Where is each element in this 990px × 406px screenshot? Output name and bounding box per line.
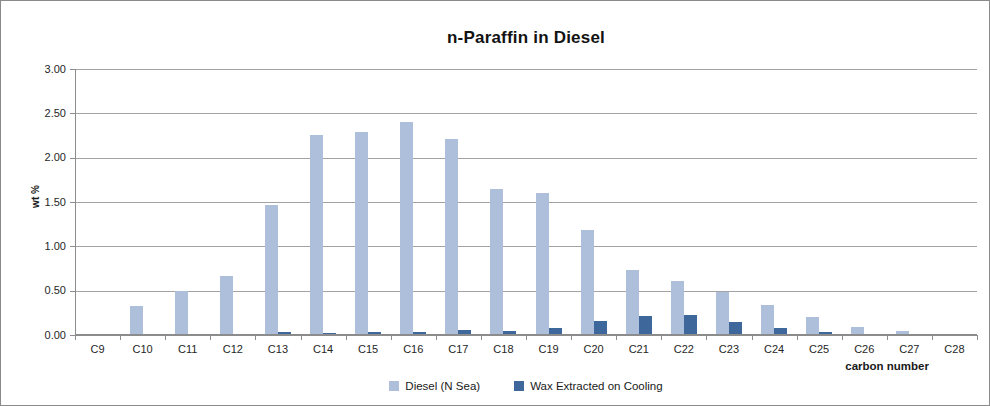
bar-diesel-C17: [445, 139, 458, 335]
bar-diesel-C14: [310, 135, 323, 335]
x-tick-label: C11: [166, 343, 210, 355]
chart-canvas: n-Paraffin in Diesel wt % 3.002.502.001.…: [0, 0, 990, 406]
legend: Diesel (N Sea) Wax Extracted on Cooling: [75, 380, 977, 392]
legend-label: Diesel (N Sea): [405, 380, 480, 392]
bar-diesel-C21: [626, 270, 639, 335]
x-tick-label: C27: [887, 343, 931, 355]
bar-diesel-C10: [130, 306, 143, 335]
bar-diesel-C22: [671, 281, 684, 335]
gridline: [75, 291, 977, 292]
plot-area: 3.002.502.001.501.000.500.00C9C10C11C12C…: [1, 1, 989, 405]
bar-diesel-C23: [716, 292, 729, 335]
x-tick-label: C9: [76, 343, 120, 355]
x-tick-label: C22: [662, 343, 706, 355]
legend-item: Wax Extracted on Cooling: [514, 380, 663, 392]
bar-diesel-C25: [806, 317, 819, 335]
bar-wax-C21: [639, 316, 652, 335]
gridline: [75, 69, 977, 70]
bar-diesel-C13: [265, 205, 278, 335]
x-tick-label: C12: [211, 343, 255, 355]
legend-swatch-wax: [514, 381, 524, 391]
bar-diesel-C20: [581, 230, 594, 335]
y-axis-line: [75, 69, 76, 335]
x-tick-label: C15: [346, 343, 390, 355]
x-tick-label: C25: [797, 343, 841, 355]
gridline: [75, 158, 977, 159]
x-tick-label: C10: [121, 343, 165, 355]
y-tick-label: 2.00: [22, 151, 66, 163]
y-tick-label: 2.50: [22, 107, 66, 119]
bar-diesel-C19: [536, 193, 549, 335]
legend-swatch-diesel: [389, 381, 399, 391]
x-tick-mark: [977, 335, 978, 340]
x-tick-label: C24: [752, 343, 796, 355]
gridline: [75, 113, 977, 114]
gridline: [75, 202, 977, 203]
bar-diesel-C18: [490, 189, 503, 335]
x-tick-label: C13: [256, 343, 300, 355]
x-tick-label: C28: [932, 343, 976, 355]
x-tick-label: C19: [527, 343, 571, 355]
x-tick-label: C14: [301, 343, 345, 355]
legend-label: Wax Extracted on Cooling: [530, 380, 663, 392]
bar-diesel-C12: [220, 276, 233, 335]
x-tick-label: C26: [842, 343, 886, 355]
bar-wax-C22: [684, 315, 697, 335]
x-tick-label: C20: [572, 343, 616, 355]
x-tick-label: C18: [481, 343, 525, 355]
bar-diesel-C11: [175, 291, 188, 335]
x-axis-line: [75, 334, 977, 336]
y-tick-label: 0.50: [22, 284, 66, 296]
bar-wax-C20: [594, 321, 607, 335]
x-tick-label: C17: [436, 343, 480, 355]
x-tick-label: C23: [707, 343, 751, 355]
x-axis-title: carbon number: [845, 360, 929, 372]
y-tick-label: 3.00: [22, 63, 66, 75]
y-tick-label: 1.00: [22, 240, 66, 252]
x-tick-label: C21: [617, 343, 661, 355]
gridline: [75, 246, 977, 247]
bar-diesel-C24: [761, 305, 774, 335]
x-tick-label: C16: [391, 343, 435, 355]
bar-diesel-C16: [400, 122, 413, 335]
legend-item: Diesel (N Sea): [389, 380, 480, 392]
y-tick-label: 0.00: [22, 329, 66, 341]
bar-diesel-C15: [355, 132, 368, 335]
y-tick-label: 1.50: [22, 196, 66, 208]
